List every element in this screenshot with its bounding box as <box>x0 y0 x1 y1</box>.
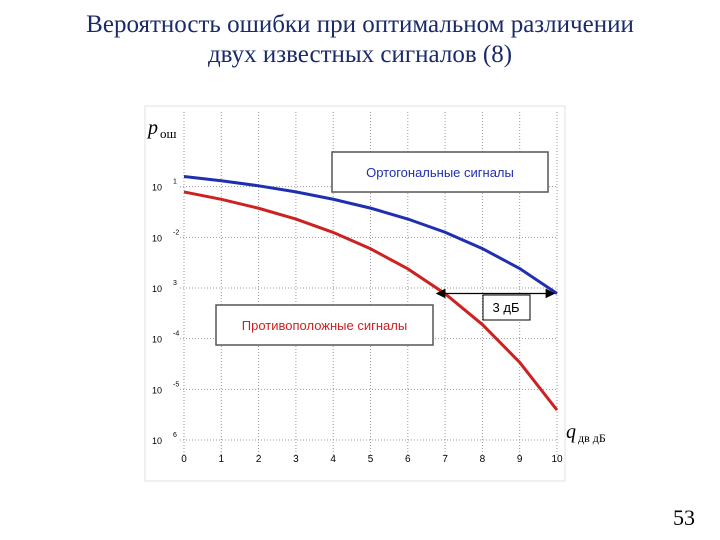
y-tick-label: 10 <box>152 385 162 395</box>
y-axis-label: p <box>146 117 158 139</box>
x-tick-label: 9 <box>517 454 523 465</box>
chart-title: Вероятность ошибки при оптимальном разли… <box>86 11 634 68</box>
y-tick-exponent: 1 <box>173 179 177 186</box>
annotation: 3 дБ <box>493 300 520 315</box>
y-tick-exponent: 3 <box>173 280 177 287</box>
x-tick-label: 7 <box>442 454 448 465</box>
page-number: 53 <box>673 505 695 530</box>
x-tick-label: 8 <box>480 454 486 465</box>
x-tick-label: 3 <box>293 454 299 465</box>
x-tick-label: 6 <box>405 454 411 465</box>
title-box: Вероятность ошибки при оптимальном разли… <box>86 11 634 68</box>
legend-box <box>331 151 549 193</box>
legend-box <box>215 304 434 346</box>
y-tick-exponent: 6 <box>173 432 177 439</box>
x-tick-label: 1 <box>219 454 225 465</box>
x-axis-label-sub: дв дБ <box>578 431 606 445</box>
legend-label: Противоположные сигналы <box>242 318 407 333</box>
y-tick-label: 10 <box>152 284 162 294</box>
annotation-box <box>482 294 531 321</box>
y-tick-label: 10 <box>152 183 162 193</box>
series-line <box>183 190 559 411</box>
legend-label: Ортогональные сигналы <box>366 165 514 180</box>
x-tick-label: 2 <box>256 454 262 465</box>
x-tick-label: 0 <box>181 454 187 465</box>
y-tick-exponent: -5 <box>173 381 179 388</box>
y-tick-label: 10 <box>152 335 162 345</box>
x-axis-label: q <box>566 421 576 443</box>
y-tick-label: 10 <box>152 233 162 243</box>
x-tick-label: 4 <box>330 454 336 465</box>
x-tick-label: 10 <box>551 454 563 465</box>
x-tick-label: 5 <box>368 454 374 465</box>
y-tick-label: 10 <box>152 436 162 446</box>
y-tick-exponent: -4 <box>173 331 179 338</box>
y-axis-label-sub: ош <box>160 126 177 141</box>
y-tick-exponent: -2 <box>173 229 179 236</box>
series-line <box>183 175 558 295</box>
